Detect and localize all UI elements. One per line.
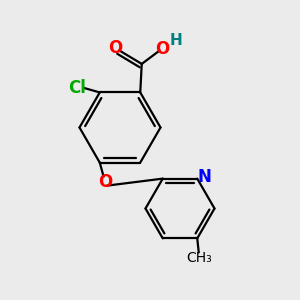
Text: N: N <box>198 168 212 186</box>
Text: Cl: Cl <box>68 79 86 97</box>
Text: O: O <box>155 40 169 58</box>
Text: CH₃: CH₃ <box>186 251 212 265</box>
Text: O: O <box>98 173 112 191</box>
Text: H: H <box>170 33 183 48</box>
Text: O: O <box>109 39 123 57</box>
